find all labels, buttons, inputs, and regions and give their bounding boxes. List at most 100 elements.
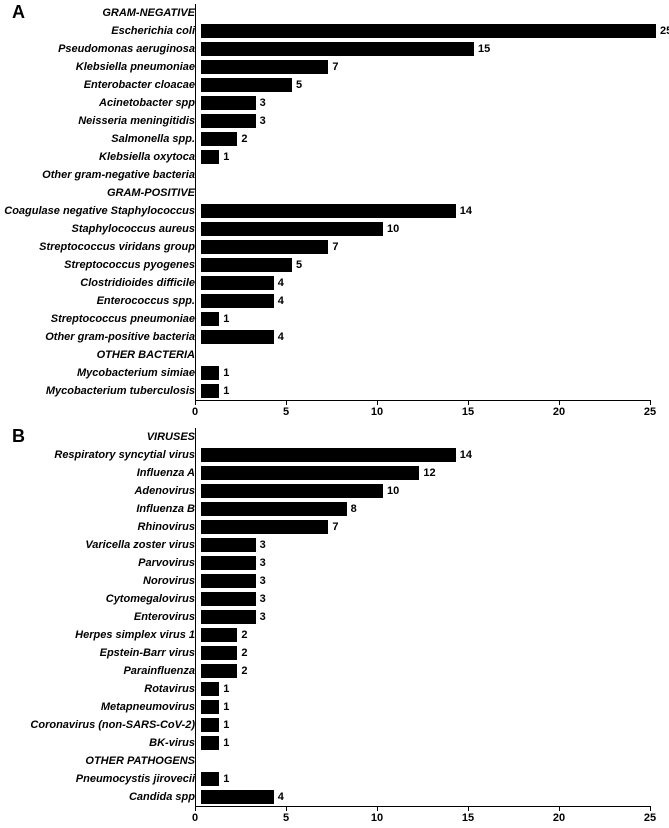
row-label: Coagulase negative Staphylococcus xyxy=(0,206,201,217)
x-tick-label: 10 xyxy=(371,406,383,418)
chart-b: VIRUSESRespiratory syncytial virus14Infl… xyxy=(0,426,669,828)
row-label: Klebsiella pneumoniae xyxy=(0,62,201,73)
bar-value-label: 3 xyxy=(260,593,266,605)
bar-area: 3 xyxy=(201,112,656,130)
bar-area: 25 xyxy=(201,22,656,40)
bar-area: 8 xyxy=(201,500,656,518)
bar xyxy=(201,448,456,462)
bar xyxy=(201,628,237,642)
bar xyxy=(201,520,328,534)
chart-row: Pneumocystis jirovecii1 xyxy=(0,770,669,788)
row-header-label: OTHER PATHOGENS xyxy=(0,756,201,767)
row-label: Epstein-Barr virus xyxy=(0,648,201,659)
bar-area: 14 xyxy=(201,202,656,220)
row-label: Escherichia coli xyxy=(0,26,201,37)
y-axis-line xyxy=(195,4,196,400)
row-label: Streptococcus pneumoniae xyxy=(0,314,201,325)
row-label: Varicella zoster virus xyxy=(0,540,201,551)
x-tick-label: 20 xyxy=(553,812,565,824)
bar xyxy=(201,484,383,498)
bar-area: 2 xyxy=(201,626,656,644)
bar-value-label: 1 xyxy=(223,385,229,397)
x-tick xyxy=(650,400,651,405)
chart-row: Streptococcus pyogenes5 xyxy=(0,256,669,274)
row-label: BK-virus xyxy=(0,738,201,749)
chart-row: OTHER PATHOGENS xyxy=(0,752,669,770)
chart-row: Neisseria meningitidis 3 xyxy=(0,112,669,130)
row-label: Klebsiella oxytoca xyxy=(0,152,201,163)
chart-row: Klebsiella oxytoca1 xyxy=(0,148,669,166)
row-label: Norovirus xyxy=(0,576,201,587)
row-label: Parvovirus xyxy=(0,558,201,569)
chart-row: Enterobacter cloacae 5 xyxy=(0,76,669,94)
bar-value-label: 1 xyxy=(223,737,229,749)
chart-row: Parvovirus3 xyxy=(0,554,669,572)
bar xyxy=(201,78,292,92)
bar-area: 7 xyxy=(201,58,656,76)
x-tick-label: 5 xyxy=(283,812,289,824)
row-header-label: OTHER BACTERIA xyxy=(0,350,201,361)
bar-area: 10 xyxy=(201,482,656,500)
row-label: Parainfluenza xyxy=(0,666,201,677)
bar xyxy=(201,502,347,516)
bar xyxy=(201,646,237,660)
bar-value-label: 4 xyxy=(278,295,284,307)
row-label: Enterobacter cloacae xyxy=(0,80,201,91)
bar xyxy=(201,790,274,804)
bar-value-label: 3 xyxy=(260,115,266,127)
row-header-label: Other gram-negative bacteria xyxy=(0,170,201,181)
bar xyxy=(201,312,219,326)
chart-row: Mycobacterium tuberculosis1 xyxy=(0,382,669,400)
bar xyxy=(201,718,219,732)
bar-value-label: 5 xyxy=(296,79,302,91)
row-label: Adenovirus xyxy=(0,486,201,497)
chart-row: VIRUSES xyxy=(0,428,669,446)
row-label: Respiratory syncytial virus xyxy=(0,450,201,461)
panel-b: B VIRUSESRespiratory syncytial virus14In… xyxy=(0,426,669,828)
bar-value-label: 3 xyxy=(260,575,266,587)
bar-area xyxy=(201,428,656,446)
bar-area xyxy=(201,752,656,770)
bar-area: 3 xyxy=(201,590,656,608)
row-label: Neisseria meningitidis xyxy=(0,116,201,127)
x-tick xyxy=(468,806,469,811)
row-label: Clostridioides difficile xyxy=(0,278,201,289)
y-axis-line xyxy=(195,428,196,806)
bar-area: 1 xyxy=(201,310,656,328)
bar-value-label: 7 xyxy=(332,241,338,253)
bar-value-label: 1 xyxy=(223,313,229,325)
chart-row: Rotavirus1 xyxy=(0,680,669,698)
row-label: Coronavirus (non-SARS-CoV-2) xyxy=(0,720,201,731)
row-label: Other gram-positive bacteria xyxy=(0,332,201,343)
chart-row: Staphylococcus aureus10 xyxy=(0,220,669,238)
bar-value-label: 1 xyxy=(223,719,229,731)
chart-row: Parainfluenza2 xyxy=(0,662,669,680)
bar-value-label: 10 xyxy=(387,223,399,235)
bar xyxy=(201,556,256,570)
chart-row: Klebsiella pneumoniae7 xyxy=(0,58,669,76)
bar xyxy=(201,682,219,696)
x-tick xyxy=(195,806,196,811)
x-axis-line xyxy=(195,400,650,401)
bar-area xyxy=(201,184,656,202)
bar-area: 1 xyxy=(201,148,656,166)
bar-area xyxy=(201,346,656,364)
x-tick-label: 20 xyxy=(553,406,565,418)
chart-row: Rhinovirus7 xyxy=(0,518,669,536)
chart-row: Clostridioides difficile4 xyxy=(0,274,669,292)
row-label: Pneumocystis jirovecii xyxy=(0,774,201,785)
row-header-label: GRAM-POSITIVE xyxy=(0,188,201,199)
chart-row: BK-virus 1 xyxy=(0,734,669,752)
row-header-label: GRAM-NEGATIVE xyxy=(0,8,201,19)
chart-row: Escherichia coli25 xyxy=(0,22,669,40)
bar-value-label: 14 xyxy=(460,449,472,461)
bar xyxy=(201,114,256,128)
row-label: Salmonella spp. xyxy=(0,134,201,145)
bar-area: 3 xyxy=(201,94,656,112)
row-label: Pseudomonas aeruginosa xyxy=(0,44,201,55)
x-tick xyxy=(559,806,560,811)
chart-a: GRAM-NEGATIVEEscherichia coli25Pseudomon… xyxy=(0,0,669,422)
row-label: Streptococcus pyogenes xyxy=(0,260,201,271)
bar xyxy=(201,24,656,38)
row-label: Enterococcus spp. xyxy=(0,296,201,307)
